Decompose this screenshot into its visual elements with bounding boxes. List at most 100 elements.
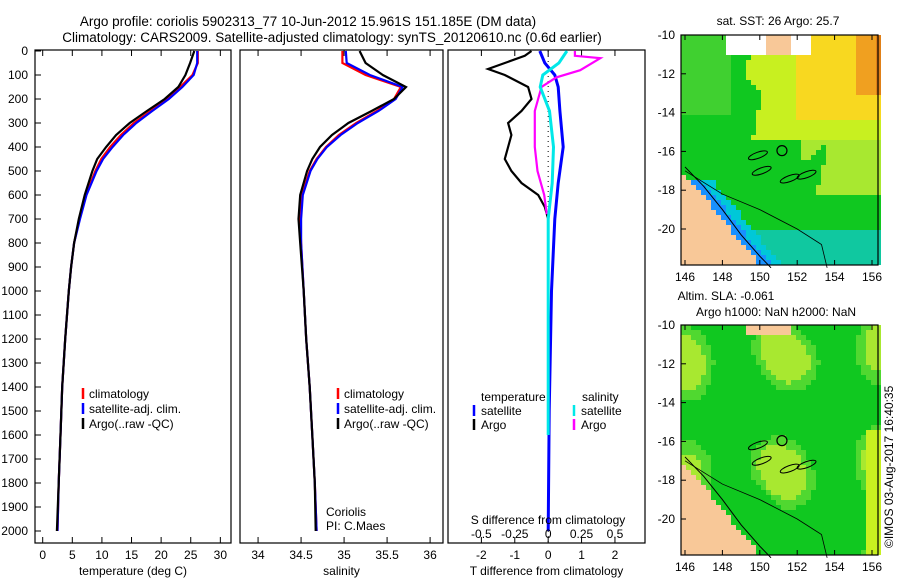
map-cell [861, 370, 866, 375]
map-cell [811, 415, 816, 420]
map-cell [866, 105, 871, 110]
map-cell [776, 45, 781, 50]
map-cell [776, 165, 781, 170]
map-cell [781, 120, 786, 125]
map-cell [831, 515, 836, 520]
map-cell [706, 40, 711, 45]
map-cell [726, 340, 731, 345]
map-cell [696, 200, 701, 205]
map-cell [746, 530, 751, 535]
map-cell [696, 205, 701, 210]
map-cell [781, 350, 786, 355]
map-cell [781, 340, 786, 345]
map-cell [761, 240, 766, 245]
map-cell [816, 525, 821, 530]
map-cell [711, 40, 716, 45]
map-cell [701, 340, 706, 345]
map-cell [856, 135, 861, 140]
map-cell [856, 75, 861, 80]
map-cell [771, 90, 776, 95]
map-cell [741, 355, 746, 360]
map-cell [811, 395, 816, 400]
map-cell [826, 485, 831, 490]
map-cell [766, 255, 771, 260]
annotation-text: Coriolis [326, 505, 366, 519]
map-cell [831, 545, 836, 550]
map-cell [736, 260, 741, 265]
map-cell [726, 70, 731, 75]
map-cell [761, 145, 766, 150]
map-cell [786, 420, 791, 425]
map-cell [871, 505, 876, 510]
map-cell [716, 550, 721, 555]
lon-tick-label: 148 [712, 560, 732, 574]
map-cell [686, 170, 691, 175]
lat-tick-label: -10 [658, 318, 676, 332]
map-cell [716, 530, 721, 535]
map-cell [831, 75, 836, 80]
map-cell [831, 435, 836, 440]
map-cell [801, 175, 806, 180]
map-cell [796, 350, 801, 355]
map-cell [766, 150, 771, 155]
map-cell [681, 375, 686, 380]
map-cell [816, 55, 821, 60]
map-cell [711, 540, 716, 545]
map-cell [871, 235, 876, 240]
map-cell [851, 220, 856, 225]
map-cell [856, 550, 861, 555]
map-cell [781, 75, 786, 80]
map-cell [851, 120, 856, 125]
map-cell [721, 240, 726, 245]
map-cell [816, 405, 821, 410]
map-cell [841, 505, 846, 510]
map-cell [801, 505, 806, 510]
map-cell [826, 340, 831, 345]
map-cell [821, 385, 826, 390]
map-cell [816, 90, 821, 95]
map-cell [736, 425, 741, 430]
map-cell [781, 250, 786, 255]
map-cell [766, 220, 771, 225]
map-cell [791, 355, 796, 360]
map-cell [726, 230, 731, 235]
map-cell [721, 370, 726, 375]
map-cell [721, 225, 726, 230]
map-cell [706, 145, 711, 150]
map-cell [801, 100, 806, 105]
map-cell [761, 40, 766, 45]
map-cell [771, 440, 776, 445]
map-cell [761, 160, 766, 165]
map-cell [856, 500, 861, 505]
map-cell [871, 45, 876, 50]
map-cell [806, 170, 811, 175]
map-cell [811, 175, 816, 180]
map-cell [701, 460, 706, 465]
map-cell [826, 385, 831, 390]
map-cell [871, 440, 876, 445]
map-cell [786, 430, 791, 435]
map-cell [846, 140, 851, 145]
map-cell [786, 355, 791, 360]
map-cell [781, 125, 786, 130]
map-cell [791, 425, 796, 430]
map-cell [786, 135, 791, 140]
map-cell [741, 405, 746, 410]
map-cell [756, 180, 761, 185]
map-cell [806, 535, 811, 540]
map-cell [831, 550, 836, 555]
map-cell [811, 155, 816, 160]
map-cell [846, 335, 851, 340]
map-cell [871, 95, 876, 100]
map-cell [841, 145, 846, 150]
map-cell [751, 345, 756, 350]
map-cell [856, 465, 861, 470]
map-cell [691, 175, 696, 180]
map-cell [861, 65, 866, 70]
map-cell [786, 35, 791, 40]
map-cell [726, 110, 731, 115]
map-cell [691, 140, 696, 145]
map-cell [726, 360, 731, 365]
map-cell [756, 365, 761, 370]
map-cell [761, 70, 766, 75]
